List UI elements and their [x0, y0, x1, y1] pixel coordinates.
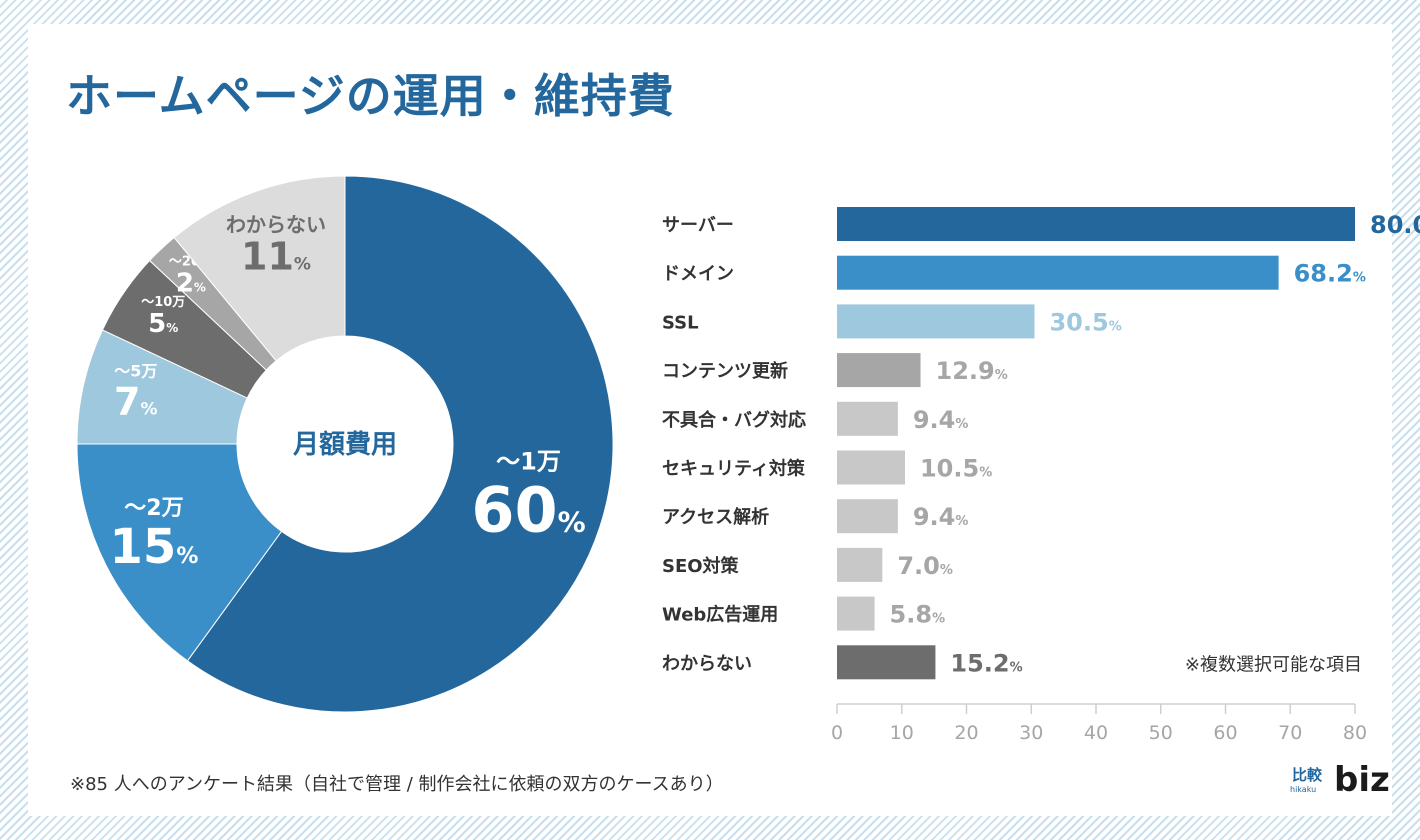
pie-slice-label: ～2万 [124, 496, 183, 521]
pie-slice-label: ～1万 [496, 448, 561, 476]
bar-value-label: 12.9% [936, 357, 1008, 385]
pie-slice-value: 60% [471, 474, 585, 547]
pie-slice-value: 11% [241, 234, 311, 278]
bar-category-label: セキュリティ対策 [662, 458, 806, 480]
bar-value-label: 7.0% [897, 552, 953, 580]
donut-center-label: 月額費用 [292, 430, 397, 460]
brand-logo: 比較 hikaku biz [1290, 762, 1390, 804]
donut-hole [237, 336, 453, 552]
bar [837, 304, 1035, 339]
bar-category-label: SSL [662, 312, 699, 333]
bar-category-label: 不具合・バグ対応 [662, 409, 806, 431]
bar [837, 596, 875, 631]
bar-value-label: 9.4% [913, 503, 969, 531]
bar-category-label: ドメイン [662, 264, 734, 285]
bar [837, 450, 905, 485]
pie-slice-label: ～10万 [141, 295, 185, 310]
pie-slice-label: わからない [226, 212, 326, 236]
x-axis-tick-label: 40 [1084, 722, 1108, 744]
pie-slice-value: 2% [176, 269, 206, 299]
bar-category-label: コンテンツ更新 [662, 360, 788, 382]
x-axis-tick-label: 20 [954, 722, 978, 744]
page-title: ホームページの運用・維持費 [66, 69, 675, 123]
bar-category-label: SEO対策 [662, 555, 740, 577]
x-axis-tick-label: 70 [1278, 722, 1302, 744]
x-axis-tick-label: 80 [1343, 722, 1367, 744]
logo-biz: biz [1334, 760, 1390, 800]
bar-category-label: Web広告運用 [662, 604, 778, 626]
x-axis-tick-label: 60 [1213, 722, 1237, 744]
pie-slice-value: 15% [110, 519, 199, 575]
bar [837, 207, 1355, 241]
bar-category-label: サーバー [662, 215, 734, 236]
x-axis-tick-label: 50 [1149, 722, 1173, 744]
pie-slice-value: 7% [114, 379, 158, 423]
x-axis-tick-label: 0 [831, 722, 843, 744]
x-axis-tick-label: 10 [890, 722, 914, 744]
bar-value-label: 15.2% [950, 649, 1022, 677]
bar-value-label: 5.8% [890, 601, 946, 629]
bar-value-label: 80.0% [1370, 211, 1420, 239]
bar-chart-note: ※複数選択可能な項目 [1185, 654, 1362, 675]
bar [837, 645, 936, 680]
logo-jp: 比較 [1292, 766, 1323, 784]
bar [837, 401, 898, 436]
bar [837, 353, 921, 388]
bar-value-label: 68.2% [1294, 260, 1366, 288]
bar-category-label: わからない [662, 653, 752, 674]
bar-value-label: 9.4% [913, 406, 969, 434]
bar [837, 547, 883, 582]
logo-en: hikaku [1290, 785, 1317, 794]
x-axis-tick-label: 30 [1019, 722, 1043, 744]
bar [837, 255, 1279, 290]
pie-slice-value: 5% [148, 309, 178, 339]
pie-slice-label: ～5万 [114, 361, 157, 380]
bar-category-label: アクセス解析 [662, 506, 769, 528]
bar-value-label: 10.5% [920, 455, 992, 483]
bar-value-label: 30.5% [1049, 308, 1121, 336]
bar [837, 499, 898, 534]
survey-footnote: ※85 人へのアンケート結果（自社で管理 / 制作会社に依頼の双方のケースあり） [70, 774, 724, 795]
